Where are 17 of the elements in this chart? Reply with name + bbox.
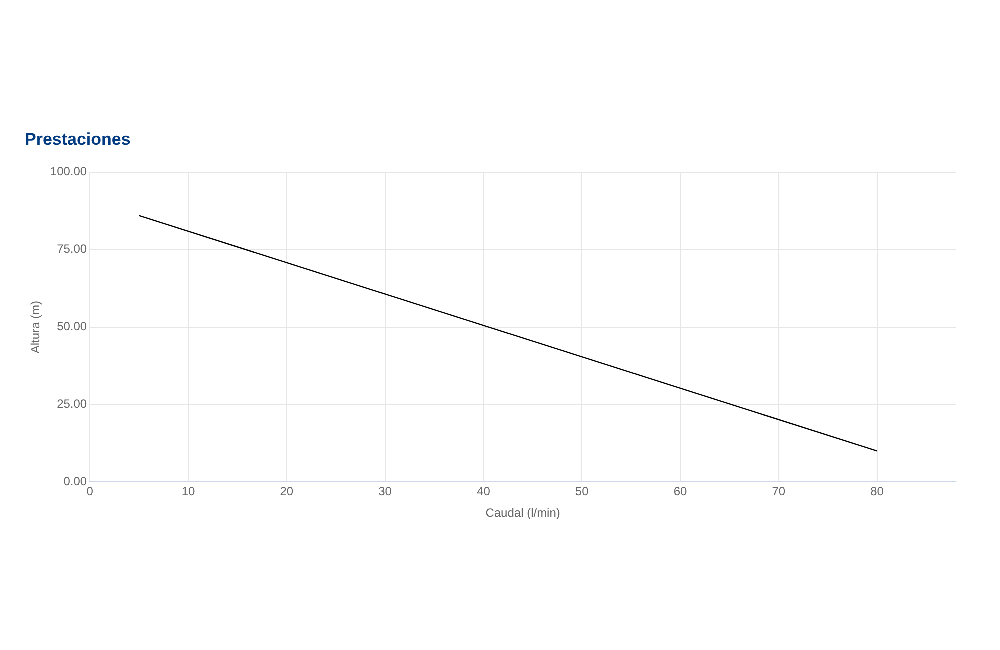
y-tick-label: 0.00 <box>64 474 88 489</box>
x-axis-title: Caudal (l/min) <box>486 506 560 520</box>
y-tick-label: 50.00 <box>57 320 88 334</box>
x-tick-label: 20 <box>280 484 294 499</box>
x-tick-label: 50 <box>575 484 590 499</box>
x-tick-label: 0 <box>86 484 94 499</box>
x-tick-label: 10 <box>182 484 196 499</box>
x-tick-label: 40 <box>477 484 491 499</box>
chart-title: Prestaciones <box>25 130 131 149</box>
y-tick-label: 75.00 <box>57 242 88 256</box>
x-tick-label: 60 <box>674 484 688 499</box>
x-tick-label: 30 <box>378 484 392 499</box>
x-tick-label: 70 <box>772 484 786 499</box>
y-tick-label: 100.00 <box>50 164 88 179</box>
y-axis-title: Altura (m) <box>28 300 43 354</box>
x-tick-label: 80 <box>870 484 884 499</box>
y-tick-label: 25.00 <box>57 397 88 412</box>
